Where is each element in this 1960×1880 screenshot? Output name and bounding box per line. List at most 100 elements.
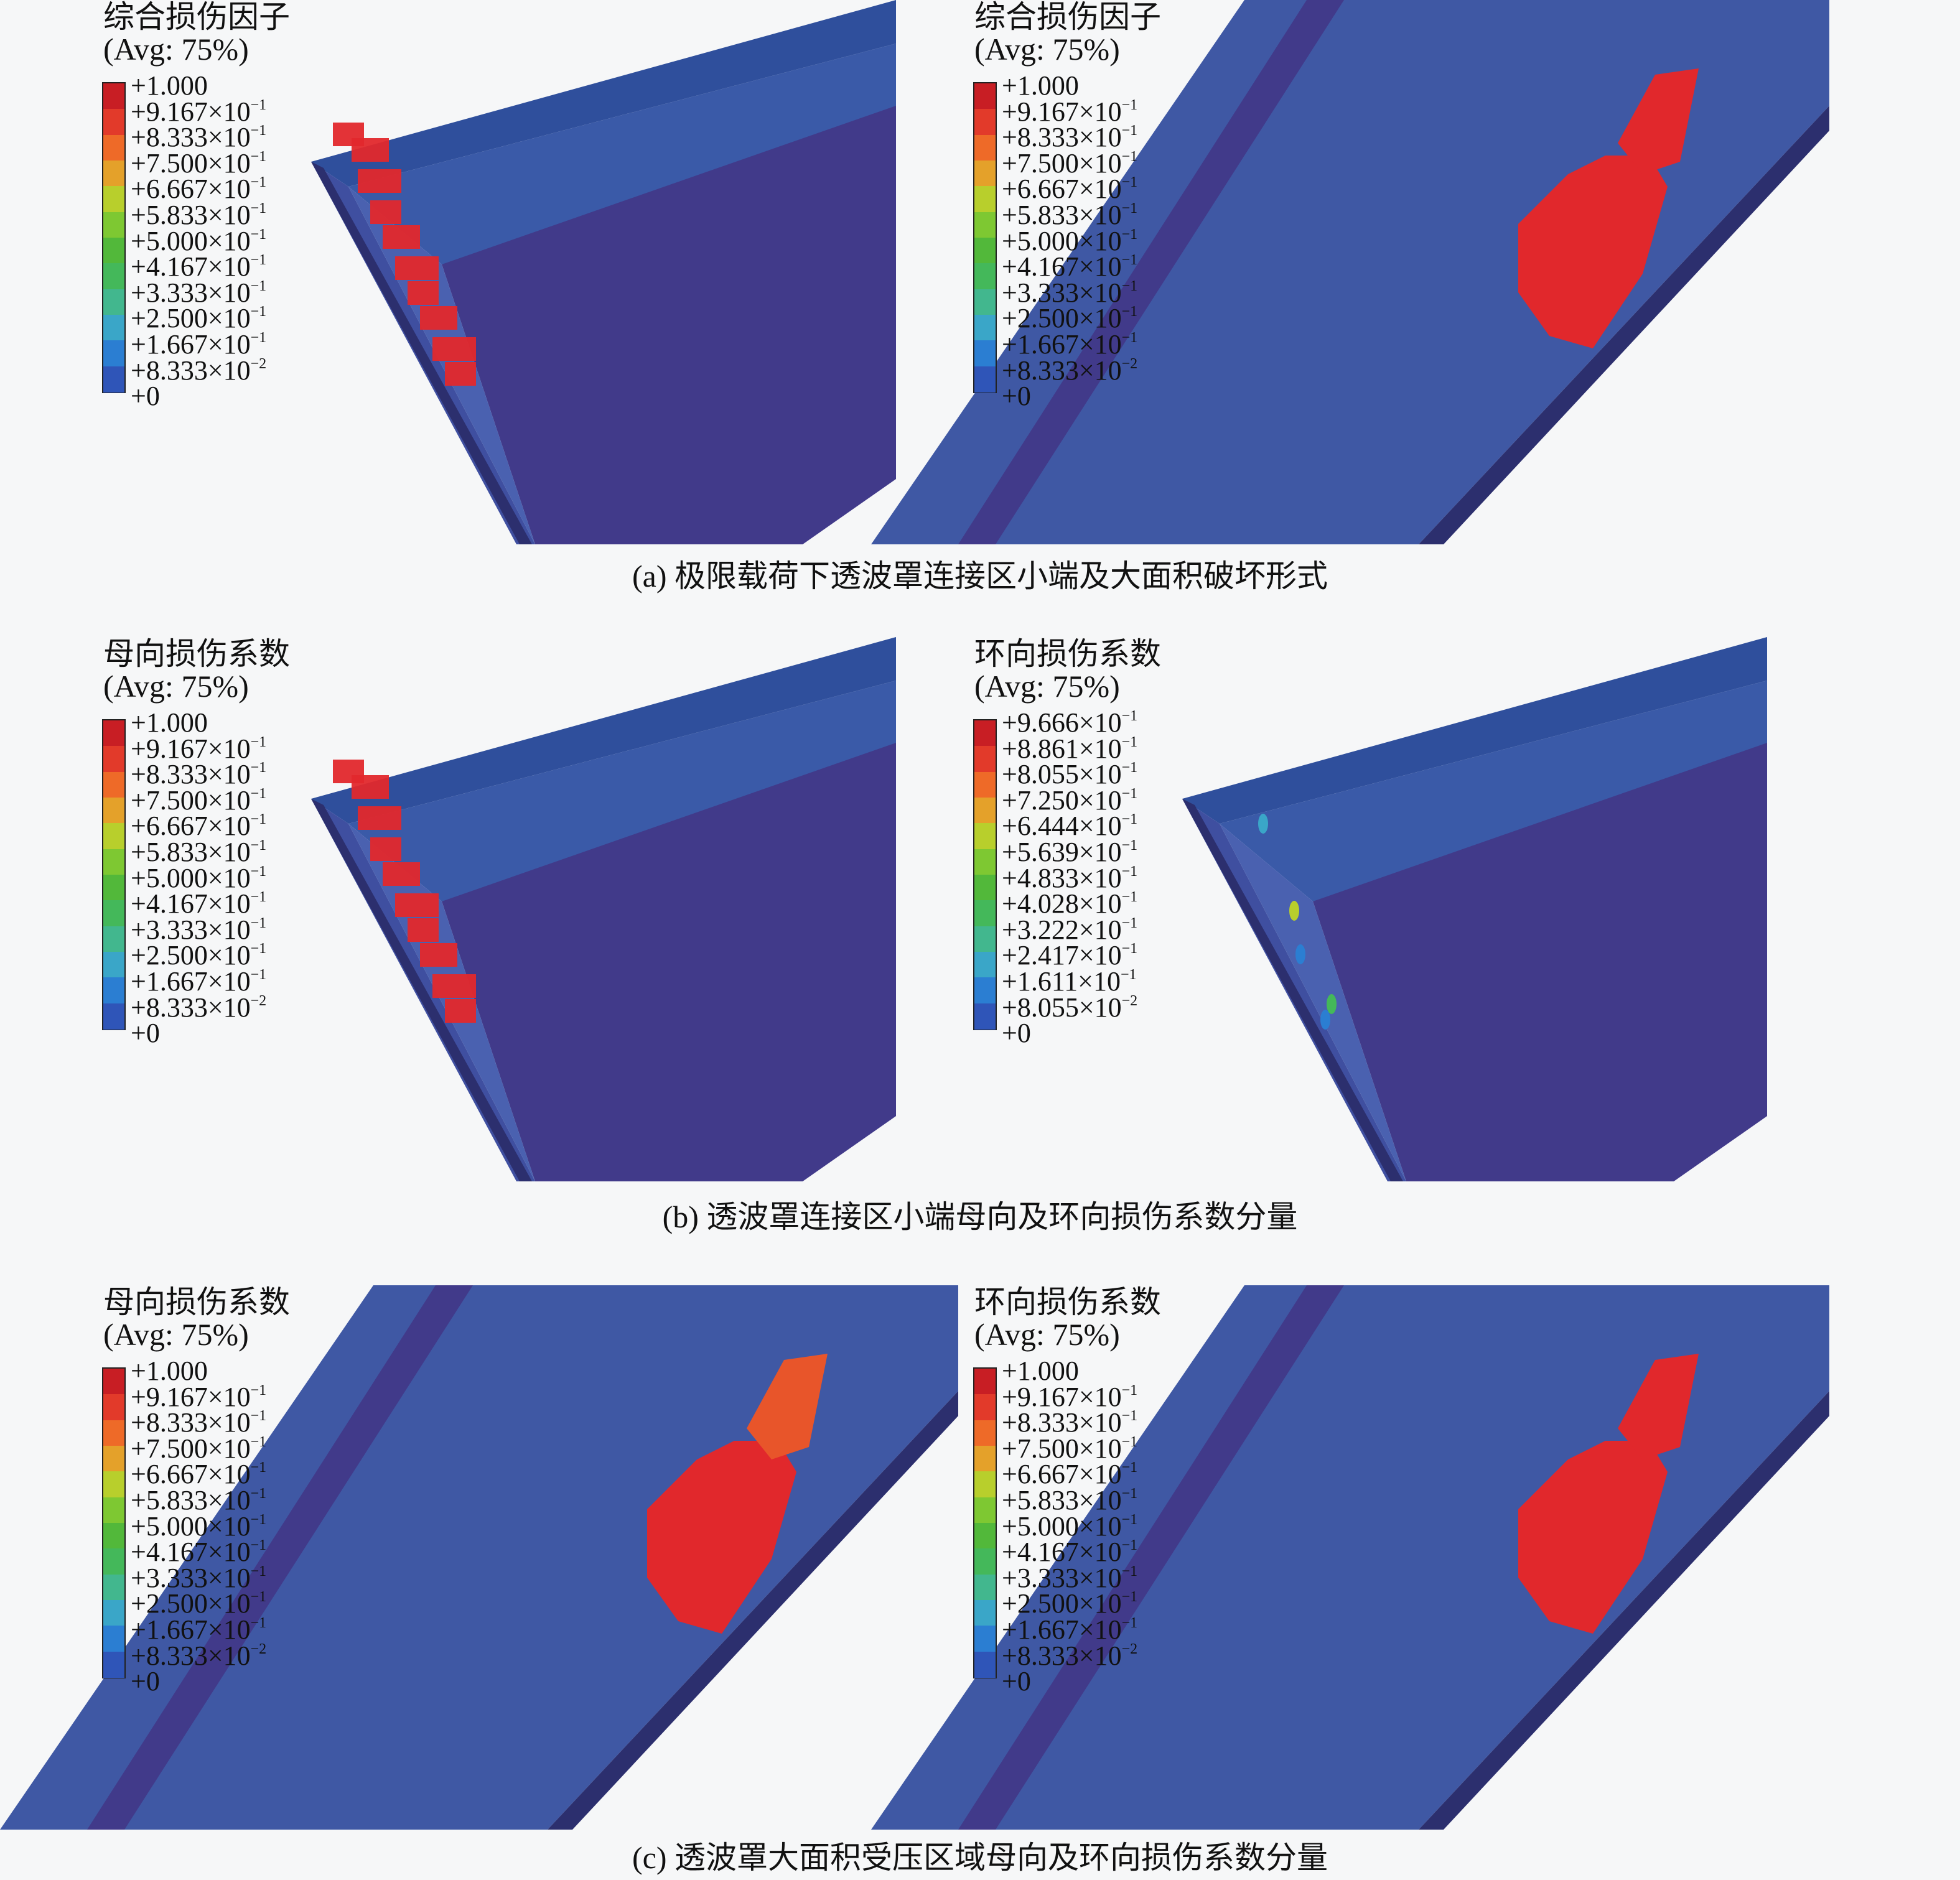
colorbar-swatch (974, 798, 996, 824)
colorbar-tick-label: +8.333×10−1 (131, 1407, 267, 1438)
colorbar-tick-label: +5.833×10−1 (131, 200, 267, 230)
colorbar-swatch (103, 109, 124, 136)
damage-speck (1327, 994, 1337, 1014)
colorbar-tick-label: +6.667×10−1 (131, 811, 267, 842)
colorbar-swatch (103, 798, 124, 824)
strip-edge (1419, 1391, 1829, 1830)
damage-element (383, 225, 420, 249)
colorbar-swatch (103, 186, 124, 213)
colorbar-tick-label: +3.333×10−1 (1002, 1562, 1138, 1593)
colorbar-tick-label: +0 (131, 1018, 160, 1049)
fea-render (311, 637, 896, 1181)
colorbar-swatch (103, 1600, 124, 1627)
strip-edge (548, 1391, 958, 1830)
colorbar-tick-label: +5.000×10−1 (131, 1510, 267, 1542)
colorbar-swatch (103, 771, 124, 799)
colorbar-tick-label: +8.333×10−1 (1002, 122, 1138, 153)
panel-b-right: 环向损伤系数 (Avg: 75%) +9.666×10−1 +8.861×10−1 +8… (871, 637, 1829, 1184)
colorbar-tick-label: +8.333×10−2 (131, 1640, 267, 1671)
colorbar-tick-label: +3.333×10−1 (131, 1562, 267, 1593)
colorbar-swatch (974, 771, 996, 799)
colorbar-swatch (103, 263, 124, 291)
colorbar (102, 82, 126, 393)
damage-element (395, 893, 439, 917)
colorbar-tick-label: +4.028×10−1 (1002, 888, 1138, 919)
damage-crack (333, 760, 476, 1023)
side-edge (311, 799, 532, 1181)
colorbar-swatch (103, 1523, 124, 1550)
legend-title: 环向损伤系数 (974, 1285, 1161, 1319)
colorbar-tick-label: +0 (131, 381, 160, 412)
colorbar-swatch (103, 83, 124, 110)
colorbar-swatch (974, 849, 996, 876)
colorbar-tick-label: +6.444×10−1 (1002, 811, 1138, 842)
fea-render (311, 0, 896, 544)
colorbar-tick-label: +1.000 (131, 1356, 208, 1386)
strip-groove (958, 1285, 1344, 1830)
colorbar-tick-label: +6.667×10−1 (131, 1459, 267, 1490)
colorbar-swatch (974, 900, 996, 928)
damage-element (445, 999, 476, 1023)
damage-speck (1320, 1010, 1330, 1030)
colorbar-swatch (103, 875, 124, 901)
legend-averaging: (Avg: 75%) (103, 32, 249, 67)
colorbar-swatch (974, 952, 996, 979)
colorbar-tick-label: +1.667×10−1 (1002, 329, 1138, 360)
colorbar-swatch (974, 720, 996, 747)
colorbar-tick-label: +8.055×10−2 (1002, 992, 1138, 1023)
colorbar-tick-label: +7.500×10−1 (131, 784, 267, 816)
colorbar-swatch (103, 289, 124, 316)
colorbar-swatch (974, 1394, 996, 1422)
colorbar (102, 719, 126, 1030)
colorbar-tick-label: +8.055×10−1 (1002, 759, 1138, 790)
damage-element (352, 775, 389, 799)
colorbar-swatch (103, 977, 124, 1005)
colorbar-tick-label: +5.833×10−1 (1002, 1485, 1138, 1515)
colorbar-swatch (974, 340, 996, 368)
colorbar-swatch (974, 1497, 996, 1524)
colorbar-swatch (103, 161, 124, 187)
colorbar-swatch (103, 952, 124, 979)
colorbar-tick-label: +0 (1002, 381, 1031, 412)
colorbar-tick-label: +1.000 (1002, 70, 1079, 101)
colorbar-swatch (974, 161, 996, 187)
legend-averaging: (Avg: 75%) (103, 1317, 249, 1352)
colorbar-tick-label: +2.500×10−1 (131, 303, 267, 334)
colorbar (973, 719, 997, 1030)
legend-title: 综合损伤因子 (974, 0, 1161, 34)
colorbar-tick-label: +6.667×10−1 (131, 174, 267, 205)
fea-render (1182, 637, 1767, 1181)
colorbar-tick-label: +7.500×10−1 (1002, 1433, 1138, 1464)
colorbar-tick-label: +8.861×10−1 (1002, 733, 1138, 764)
colorbar-swatch (103, 1548, 124, 1576)
colorbar-tick-label: +9.666×10−1 (1002, 707, 1138, 738)
colorbar-swatch (974, 875, 996, 901)
side-edge (1182, 799, 1403, 1181)
colorbar-swatch (974, 289, 996, 316)
colorbar-swatch (103, 823, 124, 850)
damage-element (352, 138, 389, 162)
colorbar-swatch (974, 1651, 996, 1678)
colorbar (973, 1367, 997, 1678)
colorbar (102, 1367, 126, 1678)
colorbar-swatch (974, 263, 996, 291)
strip-face (0, 1285, 958, 1830)
colorbar-tick-label: +3.333×10−1 (131, 277, 267, 308)
colorbar-tick-label: +1.000 (1002, 1356, 1079, 1386)
colorbar-tick-label: +4.167×10−1 (131, 1537, 267, 1568)
legend-averaging: (Avg: 75%) (974, 32, 1120, 67)
colorbar-tick-label: +9.167×10−1 (131, 733, 267, 764)
damage-element (383, 862, 420, 886)
panel-c-left: 母向损伤系数 (Avg: 75%) +1.000 +9.167×10−1 +8.333×… (0, 1285, 958, 1833)
colorbar-tick-label: +2.500×10−1 (1002, 303, 1138, 334)
fea-render (871, 1285, 1829, 1830)
colorbar-tick-label: +2.500×10−1 (131, 940, 267, 971)
side-edge (311, 162, 532, 544)
colorbar-swatch (103, 134, 124, 162)
colorbar-tick-label: +8.333×10−1 (131, 122, 267, 153)
fea-render (0, 1285, 958, 1830)
legend-averaging: (Avg: 75%) (103, 669, 249, 704)
colorbar-swatch (974, 315, 996, 342)
damage-element (395, 256, 439, 280)
colorbar-tick-label: +5.639×10−1 (1002, 837, 1138, 867)
